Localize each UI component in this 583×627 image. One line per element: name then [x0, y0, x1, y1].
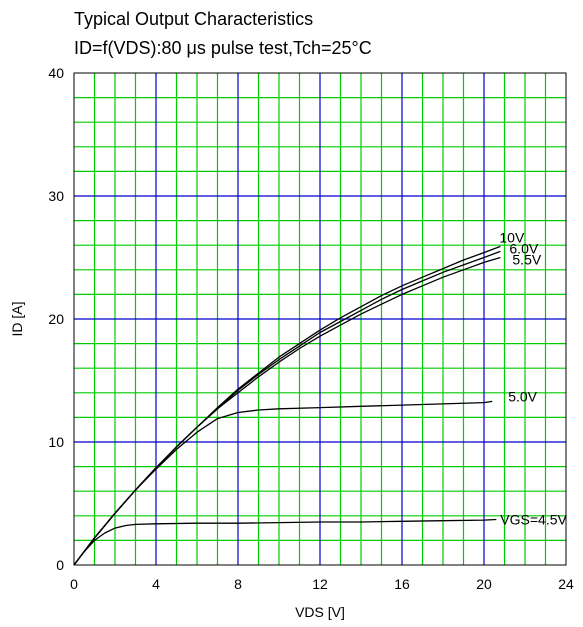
series-label-vgs-4-5v: VGS=4.5V [500, 511, 567, 527]
plot-frame [73, 72, 567, 566]
series-label-6-0v: 6.0V [509, 240, 538, 256]
series-label-5-5v: 5.5V [512, 252, 541, 268]
major-grid [74, 73, 566, 565]
y-tick-label: 30 [48, 188, 64, 204]
x-tick-label: 8 [234, 576, 242, 592]
series-line-vgs-4-5v [73, 518, 497, 566]
x-tick-label: 20 [476, 576, 492, 592]
curves [73, 245, 501, 566]
chart-subtitle: ID=f(VDS):80 μs pulse test,Tch=25°C [74, 38, 372, 58]
x-axis-label: VDS [V] [295, 604, 345, 620]
y-tick-labels: 0 10 20 30 40 [48, 65, 64, 573]
y-tick-label: 20 [48, 311, 64, 327]
x-tick-label: 12 [312, 576, 328, 592]
x-tick-label: 16 [394, 576, 410, 592]
x-tick-label: 24 [558, 576, 574, 592]
x-tick-label: 4 [152, 576, 160, 592]
y-tick-label: 40 [48, 65, 64, 81]
chart-title: Typical Output Characteristics [74, 9, 313, 29]
y-tick-label: 10 [48, 434, 64, 450]
y-axis-label: ID [A] [9, 301, 25, 336]
x-tick-labels: 0 4 8 12 16 20 24 [70, 576, 574, 592]
series-label-10v: 10V [499, 229, 525, 245]
series-line-5-0v [73, 400, 493, 566]
series-label-5-0v: 5.0V [508, 388, 537, 404]
y-tick-label: 0 [56, 557, 64, 573]
x-tick-label: 0 [70, 576, 78, 592]
